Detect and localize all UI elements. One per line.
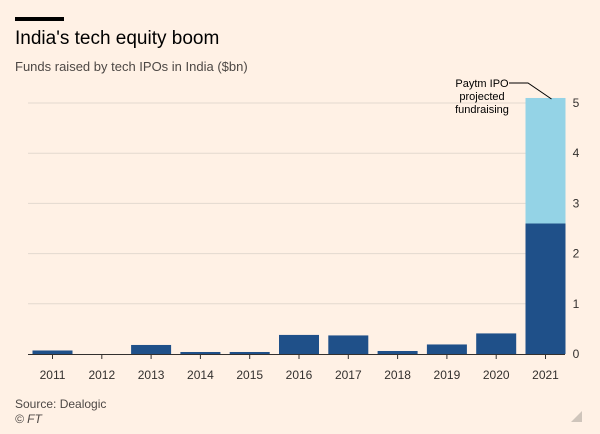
- bar-projected-2021: [525, 97, 566, 224]
- x-tick-label: 2020: [483, 368, 510, 382]
- annotation-line: fundraising: [455, 104, 509, 116]
- bar-2018: [377, 350, 418, 354]
- source-note: Source: Dealogic: [15, 397, 107, 411]
- annotation-leader-line: [509, 82, 552, 100]
- y-tick-label: 0: [573, 347, 580, 361]
- x-tick-label: 2012: [88, 368, 115, 382]
- annotation-line: projected: [459, 91, 504, 103]
- x-tick-label: 2017: [335, 368, 362, 382]
- x-tick-label: 2018: [384, 368, 411, 382]
- resize-grip-icon: [571, 411, 582, 422]
- chart-subtitle: Funds raised by tech IPOs in India ($bn): [15, 59, 248, 74]
- bar-2017: [328, 335, 369, 354]
- y-tick-label: 3: [573, 196, 580, 210]
- bar-2014: [180, 351, 221, 354]
- y-tick-label: 2: [573, 247, 580, 261]
- x-tick-label: 2014: [187, 368, 214, 382]
- brand-bar: [15, 17, 64, 21]
- bar-2019: [426, 344, 467, 354]
- bar-2015: [229, 351, 270, 354]
- x-tick-label: 2016: [286, 368, 313, 382]
- x-tick-label: 2013: [138, 368, 165, 382]
- annotation-line: Paytm IPO: [455, 78, 509, 90]
- copyright-note: © FT: [15, 412, 42, 426]
- x-tick-label: 2015: [236, 368, 263, 382]
- x-tick-label: 2011: [40, 368, 66, 382]
- bar-2020: [476, 333, 517, 354]
- bar-2021: [525, 223, 566, 354]
- bar-2013: [131, 344, 172, 354]
- y-tick-label: 4: [573, 146, 580, 160]
- y-tick-label: 5: [573, 96, 580, 110]
- bar-2011: [32, 350, 73, 354]
- bar-2016: [279, 334, 319, 354]
- chart-title: India's tech equity boom: [15, 28, 220, 49]
- x-tick-label: 2019: [434, 368, 461, 382]
- y-tick-label: 1: [573, 297, 580, 311]
- x-tick-label: 2021: [532, 368, 559, 382]
